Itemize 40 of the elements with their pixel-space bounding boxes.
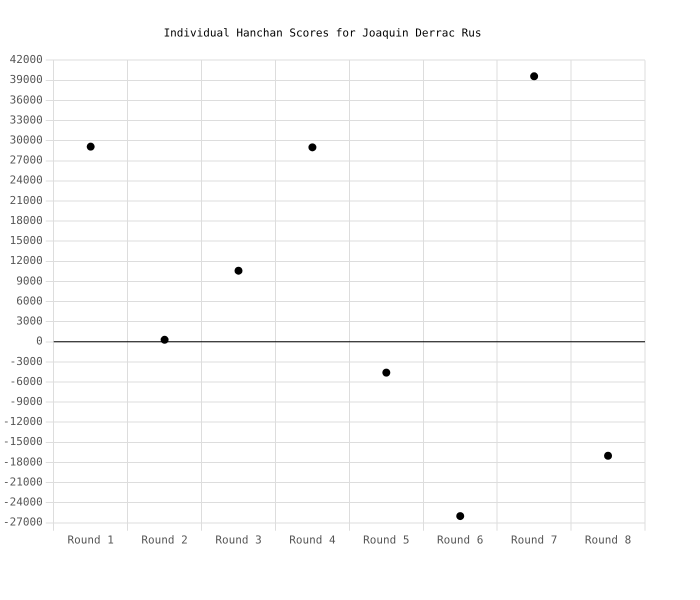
y-tick-label: 33000 — [10, 113, 43, 126]
y-tick-label: 21000 — [10, 194, 43, 207]
point — [234, 266, 243, 275]
y-tick-label: 15000 — [10, 234, 43, 248]
y-tick-label: -15000 — [2, 435, 43, 448]
chart-title: Individual Hanchan Scores for Joaquin Derrac Rus — [164, 26, 482, 40]
y-tick-label: 30000 — [10, 134, 43, 147]
y-tick-label: 6000 — [16, 294, 43, 308]
y-tick-label: -24000 — [2, 496, 43, 509]
point — [86, 142, 95, 151]
x-tick-label: Round 7 — [510, 533, 558, 546]
y-tick-label: -21000 — [2, 475, 43, 488]
x-tick-label: Round 2 — [141, 533, 188, 546]
x-tick-label: Round 5 — [363, 533, 410, 546]
x-tick-label: Round 8 — [584, 533, 632, 546]
x-tick-label: Round 6 — [437, 533, 484, 546]
y-tick-label: -6000 — [10, 374, 43, 388]
x-tick-label: Round 4 — [289, 533, 336, 546]
y-tick-label: 18000 — [10, 214, 43, 227]
y-tick-label: -9000 — [10, 394, 43, 408]
y-tick-label: 36000 — [10, 93, 43, 106]
y-tick-label: -18000 — [2, 455, 43, 468]
point — [604, 452, 612, 460]
y-tick-label: 9000 — [16, 274, 43, 288]
point — [456, 512, 464, 520]
point — [382, 368, 390, 377]
y-tick-label: 12000 — [10, 254, 43, 268]
y-tick-label: -27000 — [2, 516, 43, 529]
y-tick-label: 27000 — [10, 154, 43, 167]
point — [308, 143, 316, 152]
y-tick-label: 0 — [36, 334, 43, 348]
y-tick-label: -3000 — [10, 354, 43, 368]
y-tick-label: 3000 — [16, 314, 43, 328]
x-tick-label: Round 3 — [215, 533, 262, 546]
y-tick-label: 24000 — [10, 174, 43, 187]
y-tick-label: 39000 — [10, 73, 43, 86]
y-tick-label: -12000 — [2, 415, 43, 428]
point — [530, 72, 538, 80]
x-tick-label: Round 1 — [68, 533, 114, 546]
y-tick-label: 42000 — [10, 53, 43, 66]
